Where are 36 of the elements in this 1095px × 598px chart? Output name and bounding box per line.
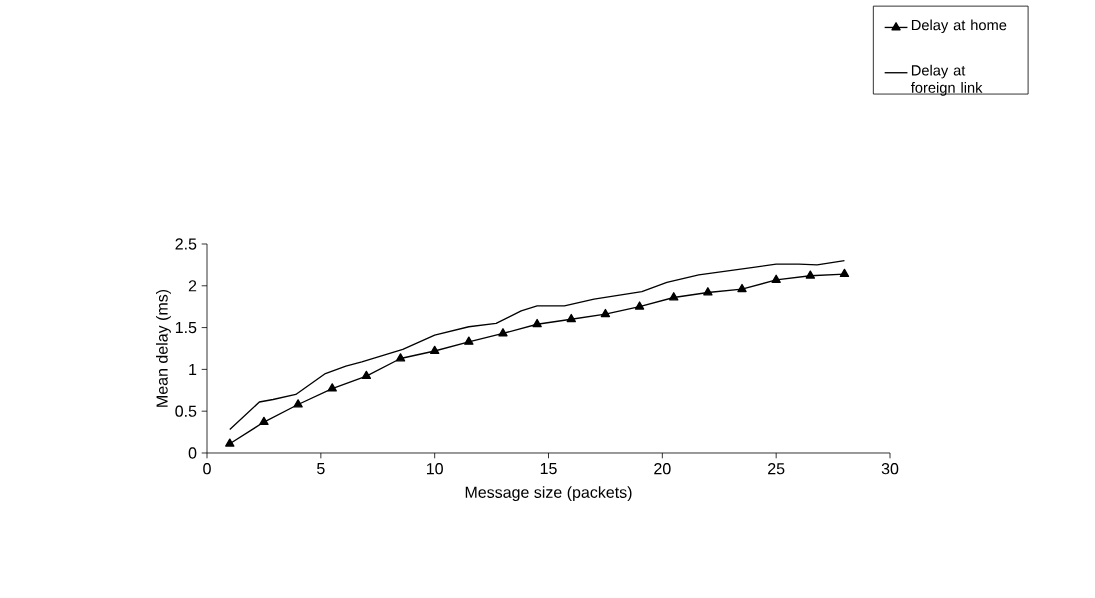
- point: [464, 336, 474, 345]
- point: [634, 301, 645, 310]
- x-tick-label: 20: [654, 463, 671, 475]
- y-tick-label: 2.5: [175, 238, 197, 250]
- point: [498, 328, 508, 337]
- y-tick-label: 1: [189, 363, 197, 375]
- point: [361, 370, 372, 380]
- point: [395, 353, 406, 362]
- point: [839, 268, 850, 278]
- x-tick-label: 0: [203, 463, 211, 475]
- legend-label: Delay at foreign link: [910, 64, 983, 96]
- point: [669, 292, 679, 301]
- point: [532, 318, 542, 328]
- point: [771, 274, 781, 283]
- point: [327, 383, 337, 392]
- point: [703, 287, 713, 296]
- point: [259, 416, 269, 426]
- x-tick-label: 10: [426, 463, 443, 475]
- y-tick-label: 1.5: [175, 322, 197, 334]
- y-tick-label: 0.5: [175, 405, 197, 417]
- legend-label: Delay at home: [911, 19, 1007, 34]
- x-tick-label: 5: [317, 463, 325, 475]
- point: [737, 283, 747, 293]
- y-axis-title: Mean delay (ms): [156, 289, 171, 407]
- point: [566, 313, 576, 323]
- y-tick-label: 0: [188, 447, 197, 459]
- y-tick-label: 2: [188, 280, 197, 292]
- x-axis-title: Message size (packets): [465, 486, 632, 502]
- point: [225, 438, 235, 447]
- x-tick-label: 25: [768, 463, 785, 475]
- x-tick-label: 15: [540, 463, 557, 475]
- point: [429, 345, 440, 354]
- x-tick-label: 30: [881, 463, 899, 475]
- point: [293, 399, 303, 408]
- point: [600, 308, 611, 318]
- point: [805, 270, 816, 279]
